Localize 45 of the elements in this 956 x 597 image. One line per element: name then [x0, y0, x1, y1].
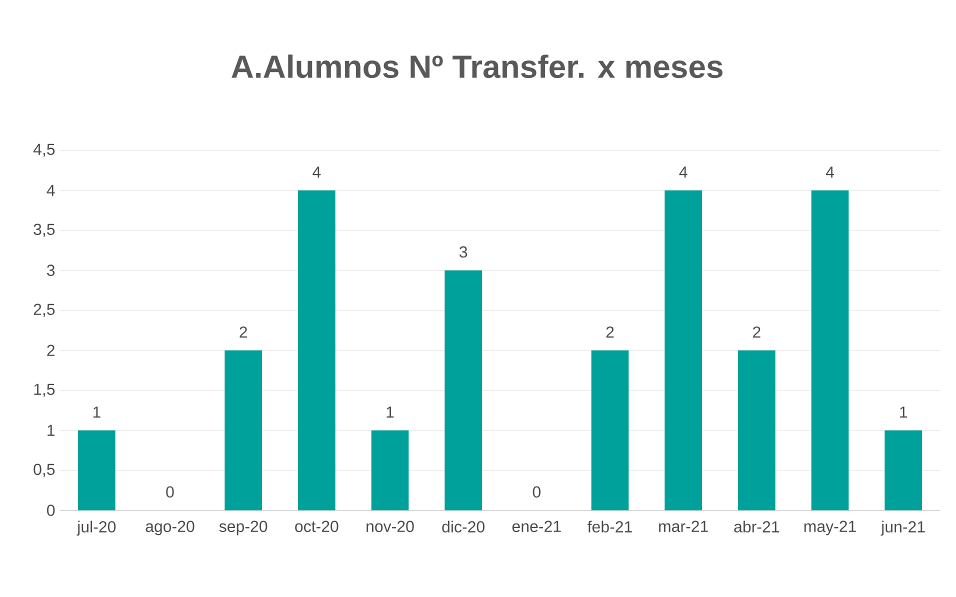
bar: [884, 430, 922, 510]
bar: [298, 190, 336, 510]
x-tick-label: ene-21: [512, 520, 561, 532]
data-label: 2: [606, 326, 614, 338]
bar: [738, 350, 776, 510]
data-label: 2: [753, 326, 760, 338]
x-tick-label: jun-21: [880, 520, 925, 536]
x-tick-label: feb-21: [588, 520, 632, 532]
data-label: 1: [900, 406, 908, 418]
data-label: 0: [532, 486, 541, 498]
chart-title: A.Alumnos Nº Transfer. x meses: [232, 54, 722, 78]
bar: [371, 430, 409, 510]
x-tick-label: oct-20: [295, 520, 338, 532]
y-tick-label: 4,5: [33, 144, 55, 157]
y-tick-label: 4: [46, 184, 55, 196]
data-label: 0: [166, 486, 174, 498]
data-label: 4: [679, 166, 688, 178]
x-tick-label: dic-20: [442, 520, 485, 532]
bar: [811, 190, 849, 510]
bar: [444, 270, 482, 510]
data-label: 1: [93, 406, 100, 418]
data-label: 4: [826, 166, 834, 178]
bar: [591, 350, 629, 510]
x-tick-label: nov-20: [366, 520, 414, 532]
y-tick-label: 3,5: [34, 224, 55, 237]
bar: [664, 190, 702, 510]
y-tick-label: 2: [47, 344, 54, 356]
data-label: 4: [312, 166, 321, 178]
bar: [224, 350, 262, 510]
data-label: 3: [460, 246, 468, 258]
data-label: 1: [386, 406, 394, 418]
y-tick-label: 2,5: [34, 304, 55, 317]
x-tick-label: mar-21: [659, 520, 708, 532]
bar: [78, 430, 116, 510]
x-tick-label: may-21: [804, 520, 856, 536]
y-tick-label: 0,5: [34, 464, 55, 477]
y-tick-label: 0: [47, 504, 55, 516]
x-tick-label: ago-20: [146, 520, 194, 536]
x-tick-label: sep-20: [219, 520, 268, 536]
x-tick-label: abr-21: [734, 520, 780, 532]
x-tick-label: jul-20: [76, 520, 116, 536]
y-tick-label: 1: [48, 424, 55, 436]
data-label: 2: [240, 326, 247, 338]
y-tick-label: 1,5: [34, 384, 55, 397]
y-tick-label: 3: [47, 264, 55, 276]
